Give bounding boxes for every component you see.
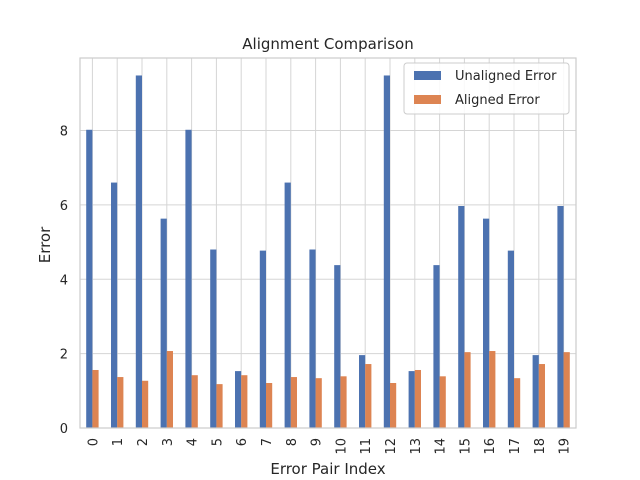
x-tick-label: 19: [558, 438, 573, 455]
x-tick-label: 1: [111, 438, 126, 446]
y-tick-label: 4: [60, 273, 68, 288]
legend-frame: [403, 62, 570, 115]
legend-label-aligned: Aligned Error: [455, 93, 540, 108]
bar-aligned-7: [266, 383, 273, 428]
x-tick-label: 3: [161, 438, 176, 446]
x-tick-label: 0: [86, 438, 101, 446]
x-tick-label: 17: [508, 438, 523, 455]
bar-aligned-9: [315, 378, 322, 428]
bar-unaligned-13: [408, 371, 415, 428]
legend: Unaligned Error Aligned Error: [403, 62, 570, 115]
x-tick-label: 12: [384, 438, 399, 455]
y-tick-label: 8: [60, 125, 68, 140]
bar-aligned-18: [538, 364, 545, 428]
y-tick-label: 0: [60, 422, 68, 437]
bar-unaligned-1: [111, 182, 118, 428]
bar-unaligned-18: [532, 355, 539, 428]
bar-unaligned-11: [359, 355, 366, 428]
bar-aligned-3: [166, 351, 173, 428]
x-tick-label: 11: [359, 438, 374, 455]
x-tick-label: 2: [136, 438, 151, 446]
bar-aligned-12: [390, 383, 397, 428]
x-tick-label: 18: [533, 438, 548, 455]
x-tick-label: 4: [186, 438, 201, 446]
bar-unaligned-15: [458, 206, 465, 428]
legend-swatch-unaligned: [414, 71, 441, 80]
x-tick-label: 8: [285, 438, 300, 446]
legend-swatch-aligned: [414, 95, 441, 104]
bar-aligned-10: [340, 376, 347, 428]
bar-aligned-0: [92, 369, 99, 428]
bar-unaligned-19: [557, 206, 564, 428]
y-tick-label: 2: [60, 348, 68, 363]
bar-unaligned-6: [235, 371, 242, 428]
y-tick-labels: 0 2 4 6 8: [60, 125, 68, 437]
bar-aligned-4: [191, 375, 198, 428]
bar-aligned-6: [241, 375, 248, 428]
axes-frame: [79, 57, 577, 429]
bar-aligned-2: [142, 380, 149, 428]
bar-unaligned-0: [86, 129, 93, 428]
x-tick-label: 6: [235, 438, 250, 446]
x-tick-label: 10: [334, 438, 349, 455]
x-axis-label: Error Pair Index: [270, 460, 385, 478]
bar-aligned-14: [439, 376, 446, 428]
bar-unaligned-2: [135, 75, 142, 428]
bar-aligned-13: [414, 369, 421, 428]
bar-aligned-1: [117, 377, 124, 428]
y-axis-label: Error: [36, 226, 54, 263]
bar-unaligned-7: [259, 250, 266, 428]
bar-aligned-15: [464, 352, 471, 428]
legend-label-unaligned: Unaligned Error: [455, 69, 557, 84]
bar-unaligned-17: [507, 250, 514, 428]
bar-unaligned-14: [433, 265, 440, 428]
bar-aligned-17: [514, 378, 521, 428]
bar-unaligned-9: [309, 249, 316, 428]
x-tick-label: 14: [434, 438, 449, 455]
plot-frame: [79, 57, 577, 429]
x-tick-label: 9: [310, 438, 325, 446]
x-tick-label: 13: [409, 438, 424, 455]
x-tick-label: 16: [483, 438, 498, 455]
bar-unaligned-12: [383, 75, 390, 428]
bar-aligned-19: [563, 352, 570, 428]
x-tick-label: 5: [210, 438, 225, 446]
bar-unaligned-4: [185, 129, 192, 428]
x-tick-labels: 0 1 2 3 4 5 6 7 8 9 10 11 12 13 14 15 16 17 18 19: [86, 438, 572, 455]
bar-unaligned-10: [334, 265, 341, 428]
chart-title: Alignment Comparison: [242, 35, 413, 53]
bar-aligned-11: [365, 364, 372, 428]
bar-unaligned-3: [160, 218, 167, 428]
bar-unaligned-16: [483, 218, 490, 428]
x-tick-label: 15: [458, 438, 473, 455]
bar-aligned-16: [489, 351, 496, 428]
y-tick-label: 6: [60, 199, 68, 214]
bar-unaligned-5: [210, 249, 217, 428]
bars: [86, 75, 570, 428]
bar-aligned-5: [216, 384, 223, 428]
bar-aligned-8: [290, 377, 297, 428]
bar-unaligned-8: [284, 182, 291, 428]
x-tick-label: 7: [260, 438, 275, 446]
